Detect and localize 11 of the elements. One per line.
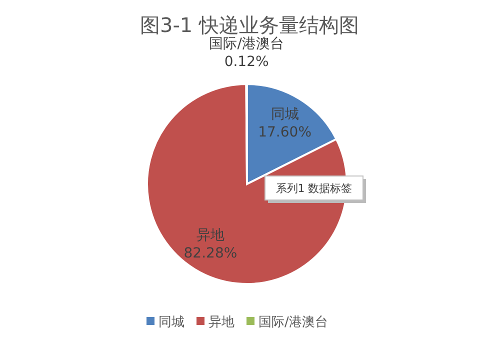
data-label: 17.60%: [258, 124, 312, 141]
legend-label: 异地: [208, 315, 234, 330]
data-label: 0.12%: [224, 54, 269, 70]
slice-label: 异地: [196, 228, 224, 244]
legend-label: 同城: [158, 315, 184, 330]
slice-label: 同城: [270, 106, 299, 123]
slice-label: 国际/港澳台: [209, 36, 284, 52]
chart-title: 图3-1 快递业务量结构图: [140, 13, 360, 37]
text: 系列1 数据标签: [276, 182, 352, 195]
data-label: 82.28%: [184, 246, 238, 262]
legend-label: 国际/港澳台: [258, 315, 328, 330]
